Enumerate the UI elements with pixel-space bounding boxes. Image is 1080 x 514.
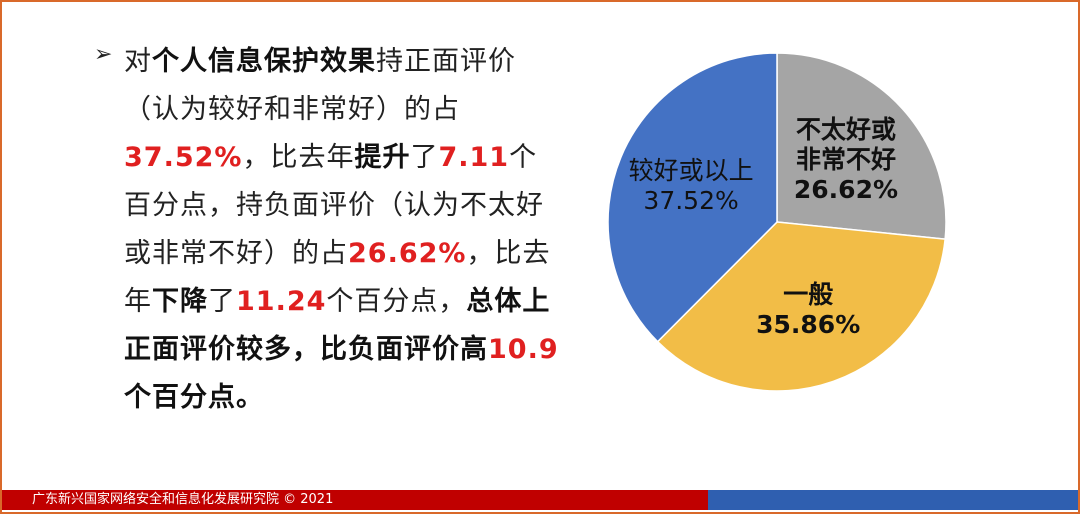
slice-value: 35.86% (756, 309, 861, 339)
text-run: 持正面评价（认为较好和非常好）的占 (124, 46, 516, 125)
text-run: 总体上正面评价较多，比负面评价高 (124, 286, 551, 365)
paragraph: 对个人信息保护效果持正面评价（认为较好和非常好）的占37.52%，比去年提升了7… (124, 38, 564, 422)
text-run: 下降 (152, 286, 208, 317)
footer-bar (2, 490, 708, 510)
text-run: 了 (208, 286, 236, 317)
pie-slice (656, 221, 946, 392)
text-run: 10.9 (488, 334, 559, 365)
text-run: 对 (124, 46, 152, 77)
slice-category: 一般 (783, 279, 834, 309)
pie-slice (776, 52, 947, 240)
slice-value: 26.62% (793, 174, 899, 204)
text-run: 个百分点， (326, 286, 467, 317)
text-run: ，比去年 (242, 142, 355, 173)
slice-category: 不太好或非常不好 (795, 114, 896, 174)
slice-label: 较好或以上 37.52% (616, 156, 766, 216)
text-run: 个人信息保护效果 (152, 46, 376, 77)
footer-bar (708, 490, 1078, 510)
text-run: 26.62% (348, 238, 467, 269)
text-run: 37.52% (124, 142, 243, 173)
text-run: 了 (410, 142, 439, 173)
text-run: 个百分点，持负面评价（认为不太好或非常不好）的占 (124, 142, 544, 269)
text-run: 个百分点。 (124, 382, 264, 413)
slice-label: 一般 35.86% (753, 280, 863, 340)
pie-chart (607, 52, 947, 392)
bullet: ➢ (94, 42, 113, 67)
text-run: ，比去年 (124, 238, 551, 317)
pie-slice (607, 52, 778, 343)
slice-value: 37.52% (643, 186, 739, 216)
footer-text: 广东新兴国家网络安全和信息化发展研究院 © 2021 (32, 492, 334, 507)
text-run: 11.24 (236, 286, 327, 317)
slice-label: 不太好或非常不好 26.62% (791, 115, 901, 205)
text-run: 提升 (354, 142, 411, 173)
slice-category: 较好或以上 (628, 156, 754, 186)
text-run: 7.11 (438, 142, 510, 173)
